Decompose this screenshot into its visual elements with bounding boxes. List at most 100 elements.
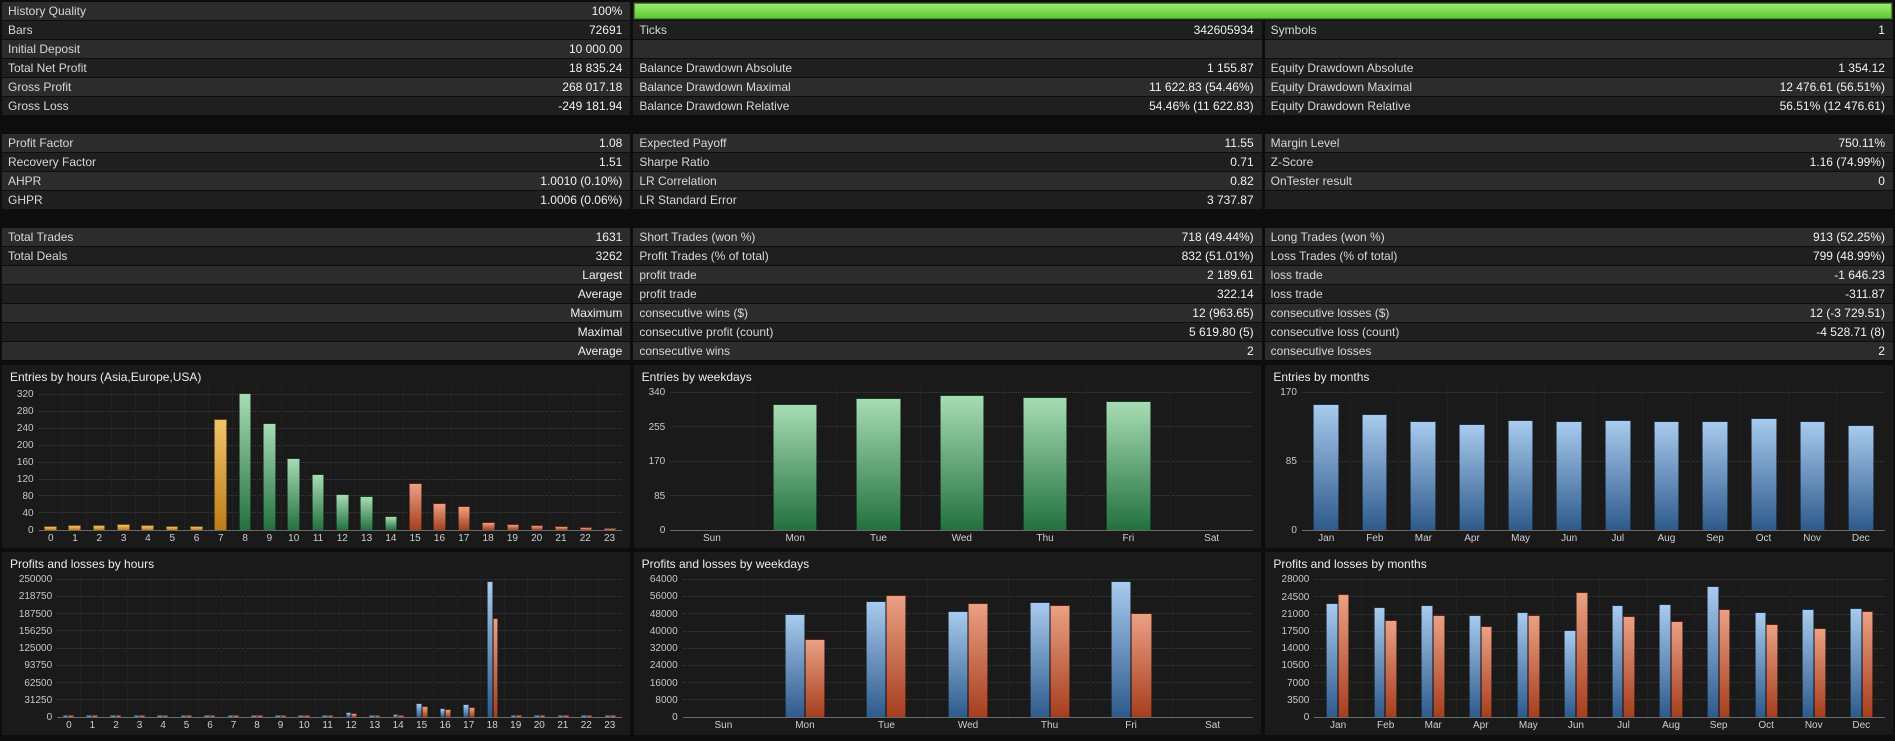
stat-cell: Profit Trades (% of total) 832 (51.01%) xyxy=(633,247,1262,265)
stat-label: Total Trades xyxy=(8,230,74,244)
category-slot xyxy=(1314,574,1362,717)
x-tick-label: 1 xyxy=(72,533,78,544)
stat-label: LR Standard Error xyxy=(639,193,737,207)
category-slot xyxy=(576,574,600,717)
y-tick-label: 62500 xyxy=(24,677,53,689)
profit-bar xyxy=(1611,605,1624,717)
profit-bar xyxy=(1468,614,1481,717)
category-slot xyxy=(316,574,340,717)
x-axis: Sun Mon Tue Wed Thu Fri Sat xyxy=(670,533,1253,546)
x-tick-label: Mon xyxy=(785,533,805,544)
category-slot xyxy=(1302,387,1351,530)
category-slot xyxy=(222,574,246,717)
y-tick-label: 32000 xyxy=(649,643,678,655)
category-slot xyxy=(246,574,270,717)
x-tick-label: Fri xyxy=(1122,533,1135,544)
category-slot xyxy=(1553,574,1601,717)
stat-cell: Average xyxy=(2,285,631,303)
x-tick-label: Sep xyxy=(1706,533,1724,544)
bars-layer xyxy=(1314,574,1885,717)
stat-cell: Expected Payoff 11.55 xyxy=(633,134,1262,152)
stat-cell: Short Trades (won %) 718 (49.44%) xyxy=(633,228,1262,246)
x-tick-label: 19 xyxy=(510,720,522,731)
x-tick-label: 12 xyxy=(336,533,348,544)
stat-cell: Largest xyxy=(2,266,631,284)
y-tick-label: 8000 xyxy=(655,694,678,706)
value-bar xyxy=(117,524,130,530)
loss-bar xyxy=(1337,593,1350,717)
x-tick-label: 13 xyxy=(361,533,373,544)
stat-label: Bars xyxy=(8,23,33,37)
y-tick-label: 31250 xyxy=(24,694,53,706)
stat-value: 322.14 xyxy=(1216,287,1254,301)
profit-bar xyxy=(416,702,422,717)
value-bar xyxy=(603,527,617,530)
x-tick-label: Mar xyxy=(1414,533,1433,544)
category-slot xyxy=(411,574,435,717)
value-bar xyxy=(238,393,252,530)
stat-cell: Profit Factor 1.08 xyxy=(2,134,631,152)
loss-bar xyxy=(1671,621,1683,717)
category-slot xyxy=(355,387,380,530)
category-slot xyxy=(921,387,1004,530)
plot-area xyxy=(670,387,1254,531)
category-slot xyxy=(1743,574,1791,717)
group-separator xyxy=(2,210,1893,228)
y-tick-label: 40000 xyxy=(649,625,678,637)
profit-bar xyxy=(1421,605,1433,717)
stat-label: Balance Drawdown Absolute xyxy=(639,61,793,75)
y-tick-label: 85 xyxy=(654,490,666,502)
profit-bar xyxy=(1111,581,1132,717)
category-slot xyxy=(87,387,112,530)
y-tick-label: 200 xyxy=(16,440,34,452)
x-tick-label: Aug xyxy=(1662,720,1680,731)
stat-cell: Loss Trades (% of total) 799 (48.99%) xyxy=(1264,247,1893,265)
value-bar xyxy=(1556,420,1582,530)
chart-entries-by-months: Entries by months 0 85 170 Jan Feb Mar Apr May Ju… xyxy=(1265,365,1893,548)
loss-bar xyxy=(1861,610,1874,717)
category-slot xyxy=(39,387,63,530)
value-bar xyxy=(457,505,471,530)
category-slot xyxy=(364,574,388,717)
value-bar xyxy=(287,457,300,530)
profit-bar xyxy=(1564,630,1576,717)
x-tick-label: 14 xyxy=(392,720,404,731)
x-tick-label: Tue xyxy=(878,720,895,731)
stat-cell: consecutive wins 2 xyxy=(633,342,1262,360)
x-tick-label: 18 xyxy=(486,720,498,731)
stat-label: consecutive profit (count) xyxy=(639,325,774,339)
loss-bar xyxy=(186,715,192,717)
x-tick-label: 6 xyxy=(193,533,200,544)
stat-cell: Margin Level 750.11% xyxy=(1264,134,1893,152)
value-bar xyxy=(1410,420,1436,530)
stat-value: Maximum xyxy=(570,306,623,320)
h-gridline xyxy=(682,579,1254,581)
category-slot xyxy=(387,574,411,717)
category-slot xyxy=(104,574,128,717)
stat-label: Sharpe Ratio xyxy=(639,155,710,169)
profit-bar xyxy=(1029,602,1050,717)
stat-value: 12 476.61 (56.51%) xyxy=(1779,80,1885,94)
x-tick-label: May xyxy=(1511,533,1531,544)
category-slot xyxy=(552,574,576,717)
loss-bar xyxy=(256,715,263,717)
chart-profits-losses-by-hours: Profits and losses by hours 0 31250 62500 93… xyxy=(2,552,630,735)
stat-cell: OnTester result 0 xyxy=(1264,172,1893,190)
stat-value: 2 xyxy=(1878,344,1885,358)
stat-value: 2 xyxy=(1246,344,1254,358)
stat-cell: profit trade 2 189.61 xyxy=(633,266,1262,284)
stat-cell: consecutive profit (count) 5 619.80 (5) xyxy=(633,323,1262,341)
x-tick-label: 17 xyxy=(458,533,470,544)
loss-bar xyxy=(492,617,499,717)
category-slot xyxy=(306,387,331,530)
stat-label: loss trade xyxy=(1270,268,1323,282)
stat-value: Average xyxy=(577,287,623,301)
category-slot xyxy=(175,574,199,717)
history-quality-progress-track xyxy=(633,2,1893,20)
stat-cell: loss trade -311.87 xyxy=(1264,285,1893,303)
y-tick-label: 340 xyxy=(648,387,666,399)
chart-title: Entries by months xyxy=(1273,370,1370,384)
value-bar xyxy=(530,524,544,530)
h-gridline xyxy=(682,596,1254,598)
